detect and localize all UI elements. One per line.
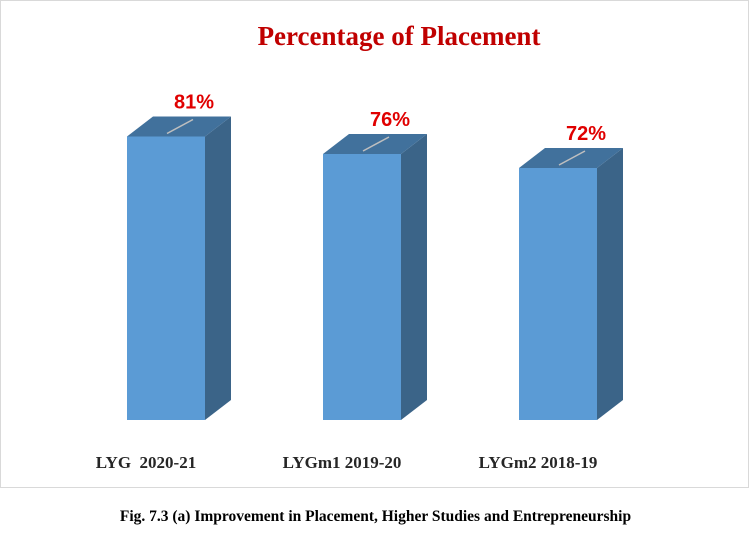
x-tick-label: LYGm1 2019-20: [283, 453, 402, 472]
figure-caption: Fig. 7.3 (a) Improvement in Placement, H…: [119, 508, 632, 525]
bar-chart: Percentage of Placement 81% LYG 2020-21 76…: [96, 21, 623, 472]
bar: [127, 116, 231, 420]
label-leader-line: [362, 136, 390, 152]
chart-area: Percentage of Placement 81% LYG 2020-21 76…: [0, 0, 749, 488]
label-leader-line: [558, 150, 586, 166]
data-label: 76%: [370, 109, 410, 131]
bar-side: [401, 134, 427, 420]
bar-side: [205, 116, 231, 420]
bar: [323, 134, 427, 420]
bar-front: [127, 136, 205, 420]
chart-title: Percentage of Placement: [258, 21, 541, 51]
bar: [519, 148, 623, 420]
data-label: 72%: [566, 123, 606, 145]
x-tick-label: LYG 2020-21: [96, 453, 196, 472]
bar-side: [597, 148, 623, 420]
label-leader-line: [166, 118, 194, 135]
data-label: 81%: [174, 92, 214, 114]
x-tick-label: LYGm2 2018-19: [479, 453, 598, 472]
bar-front: [323, 154, 401, 420]
bar-front: [519, 168, 597, 420]
